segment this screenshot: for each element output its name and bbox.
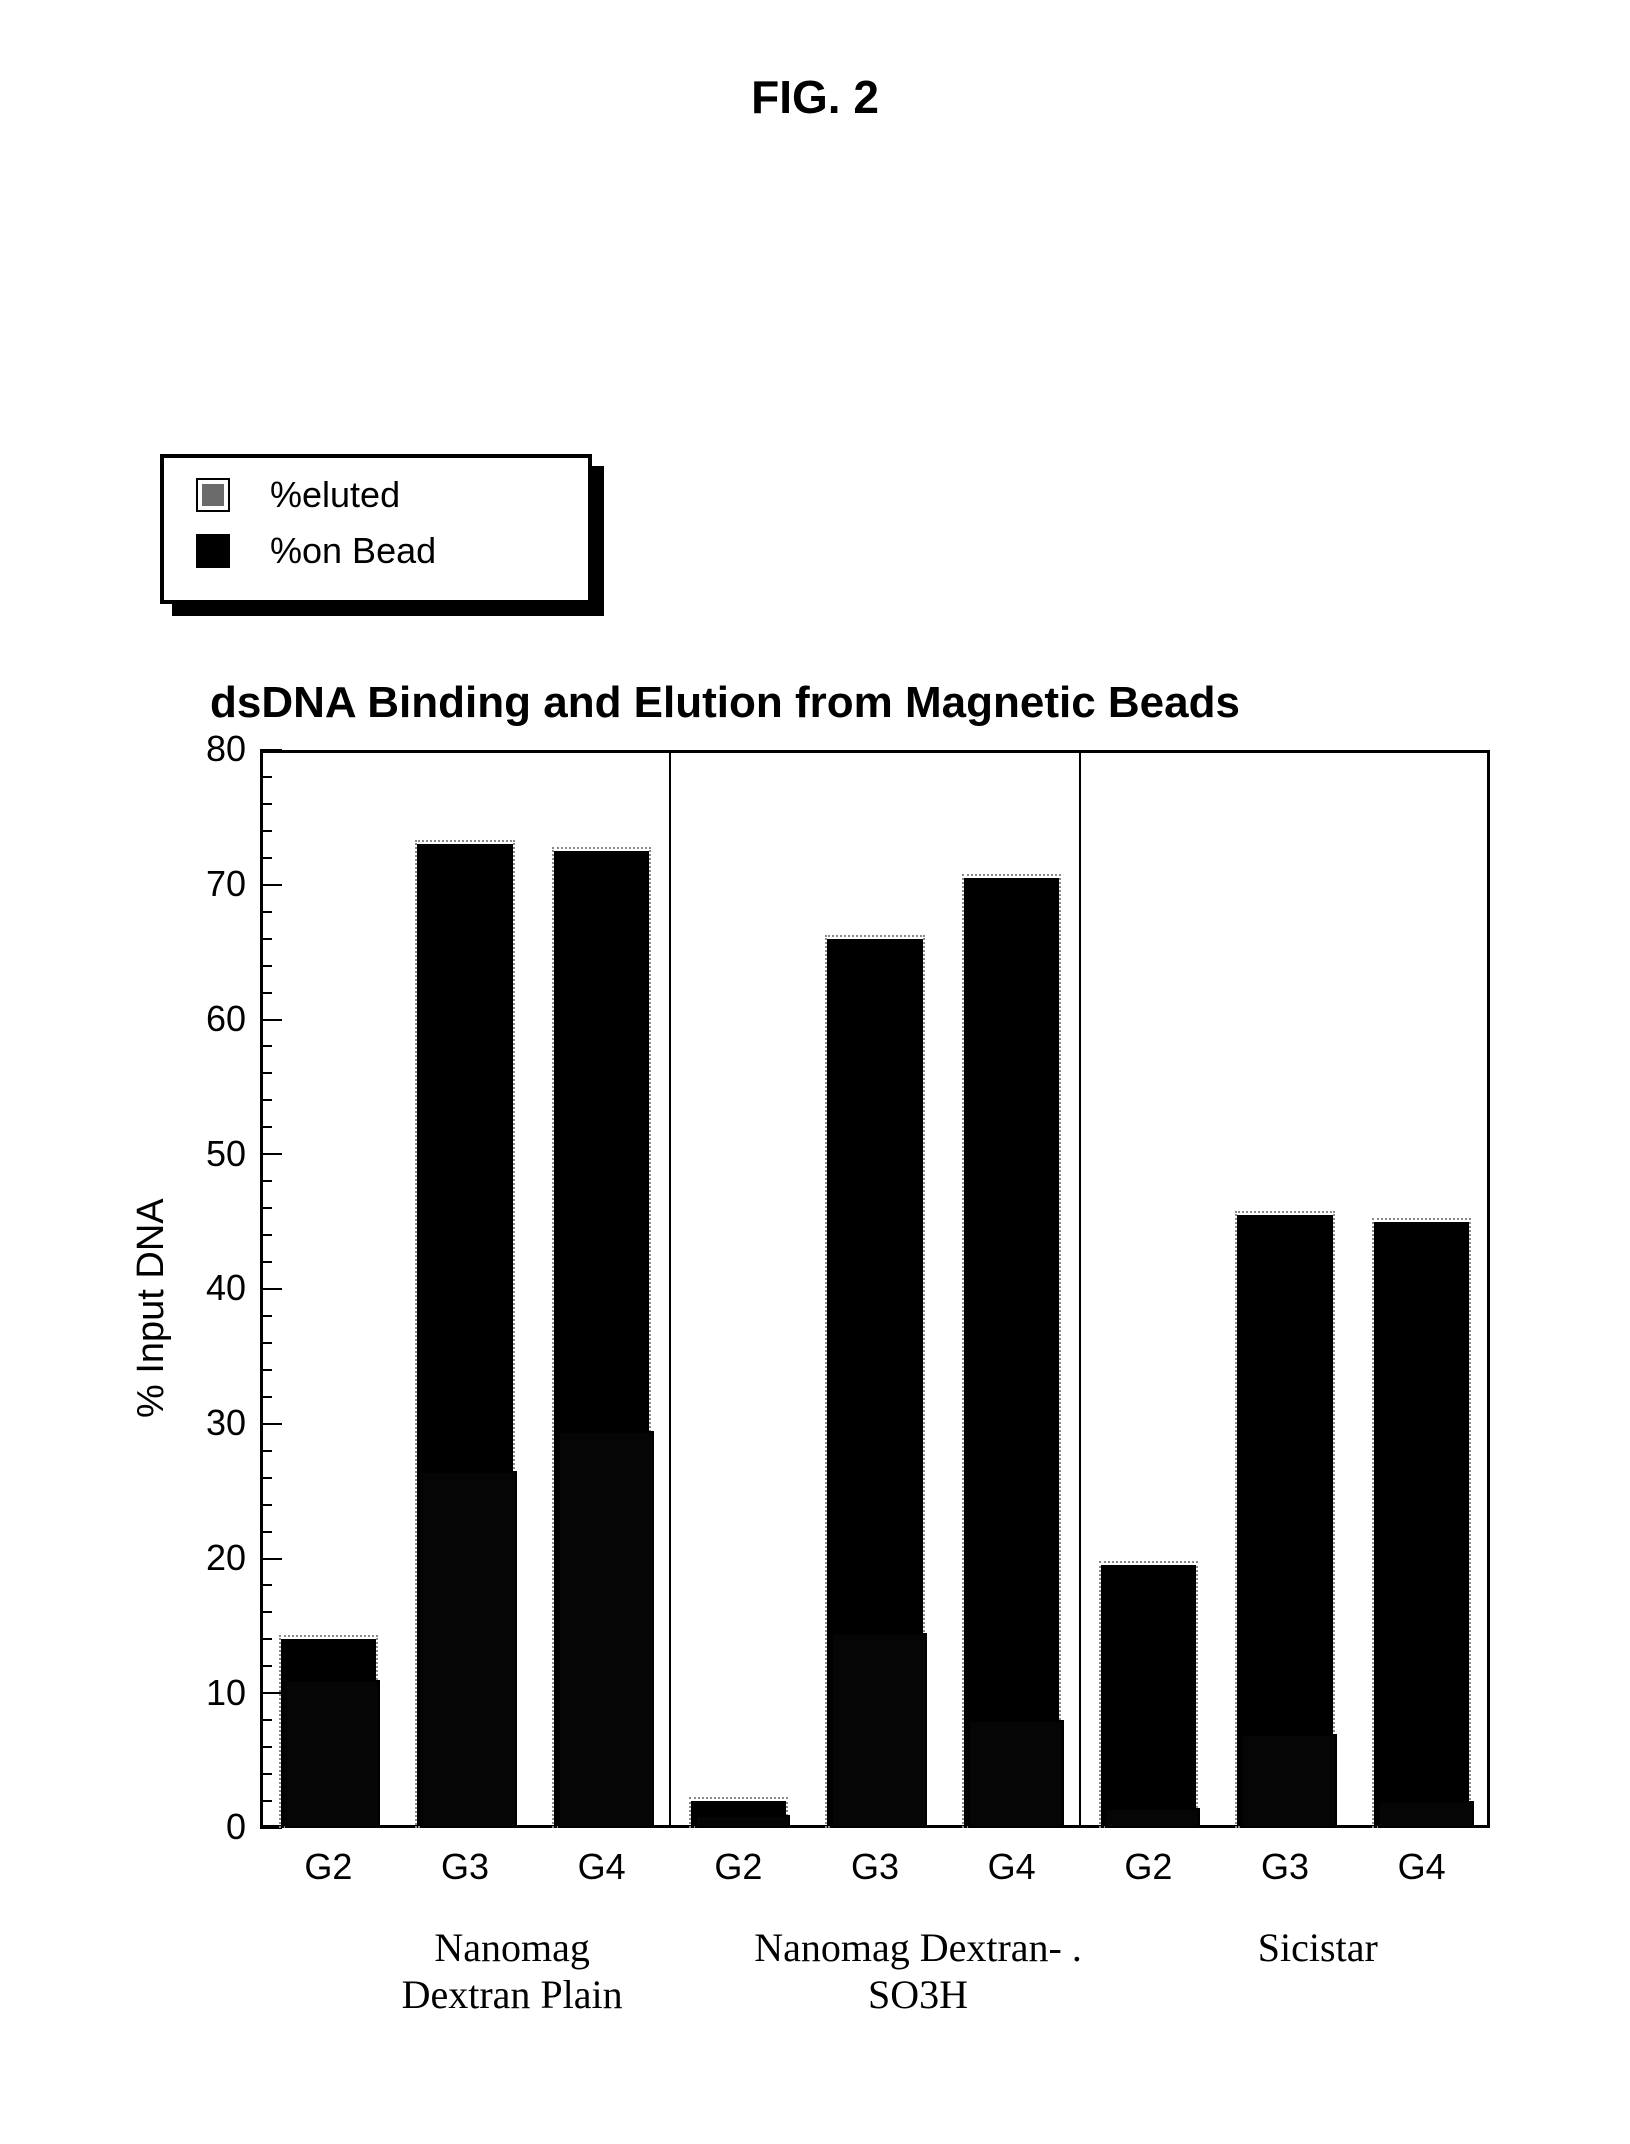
x-tick-label: G4 xyxy=(1353,1846,1490,1888)
y-tick-label: 40 xyxy=(90,1267,246,1309)
bar-eluted xyxy=(964,878,1060,1828)
y-tick-minor xyxy=(260,992,272,994)
y-tick-major xyxy=(260,1558,282,1560)
chart-title: dsDNA Binding and Elution from Magnetic … xyxy=(210,678,1240,728)
y-tick-minor xyxy=(260,938,272,940)
y-tick-major xyxy=(260,1019,282,1021)
legend-row: %eluted xyxy=(196,474,400,516)
y-tick-minor xyxy=(260,830,272,832)
y-tick-label: 50 xyxy=(90,1133,246,1175)
group-label: Nanomag Dextran Plain xyxy=(309,1924,715,2018)
x-tick-label: G4 xyxy=(943,1846,1080,1888)
y-tick-minor xyxy=(260,911,272,913)
bar-onbead xyxy=(558,1431,654,1829)
y-tick-minor xyxy=(260,1477,272,1479)
y-tick-label: 20 xyxy=(90,1537,246,1579)
y-tick-minor xyxy=(260,776,272,778)
y-tick-label: 0 xyxy=(90,1806,246,1848)
legend-row: %on Bead xyxy=(196,530,436,572)
x-tick-label: G2 xyxy=(260,1846,397,1888)
bar-onbead xyxy=(1105,1808,1201,1828)
y-tick-minor xyxy=(260,1315,272,1317)
y-tick-minor xyxy=(260,1261,272,1263)
bar-onbead xyxy=(968,1720,1064,1828)
y-tick-minor xyxy=(260,1045,272,1047)
bar-eluted xyxy=(1374,1222,1470,1828)
y-tick-minor xyxy=(260,1531,272,1533)
y-tick-minor xyxy=(260,1611,272,1613)
bar-eluted xyxy=(1101,1565,1197,1828)
y-tick-minor xyxy=(260,1072,272,1074)
x-tick-label: G3 xyxy=(397,1846,534,1888)
y-tick-minor xyxy=(260,1126,272,1128)
y-tick-minor xyxy=(260,1773,272,1775)
y-tick-minor xyxy=(260,1234,272,1236)
y-tick-label: 30 xyxy=(90,1402,246,1444)
y-tick-minor xyxy=(260,803,272,805)
y-tick-minor xyxy=(260,1099,272,1101)
bar-onbead xyxy=(695,1815,791,1828)
y-tick-minor xyxy=(260,1207,272,1209)
gridline-vertical xyxy=(1079,750,1081,1828)
y-tick-major xyxy=(260,1153,282,1155)
x-tick-label: G4 xyxy=(533,1846,670,1888)
legend-label: %on Bead xyxy=(270,530,436,572)
y-tick-major xyxy=(260,1288,282,1290)
y-tick-major xyxy=(260,1827,282,1829)
group-label: Nanomag Dextran- . SO3H xyxy=(697,1924,1140,2018)
y-tick-minor xyxy=(260,1504,272,1506)
bar-onbead xyxy=(1241,1734,1337,1828)
figure-label: FIG. 2 xyxy=(0,70,1630,124)
gridline-vertical xyxy=(669,750,671,1828)
y-tick-minor xyxy=(260,1396,272,1398)
y-tick-minor xyxy=(260,1638,272,1640)
y-tick-minor xyxy=(260,1584,272,1586)
bar-onbead xyxy=(421,1471,517,1828)
plot-wrap: % Input DNA 01020304050607080G2G3G4G2G3G… xyxy=(90,740,1510,1920)
y-tick-label: 80 xyxy=(90,728,246,770)
y-tick-major xyxy=(260,1423,282,1425)
legend-swatch xyxy=(196,534,230,568)
y-tick-minor xyxy=(260,1800,272,1802)
y-tick-minor xyxy=(260,1342,272,1344)
y-tick-label: 60 xyxy=(90,998,246,1040)
page: FIG. 2 dsDNA Binding and Elution from Ma… xyxy=(0,0,1630,2144)
y-tick-minor xyxy=(260,1665,272,1667)
y-tick-label: 10 xyxy=(90,1672,246,1714)
y-tick-label: 70 xyxy=(90,863,246,905)
x-tick-label: G2 xyxy=(1080,1846,1217,1888)
y-tick-major xyxy=(260,1692,282,1694)
y-tick-minor xyxy=(260,1180,272,1182)
x-tick-label: G2 xyxy=(670,1846,807,1888)
y-tick-minor xyxy=(260,1369,272,1371)
y-tick-minor xyxy=(260,965,272,967)
x-tick-label: G3 xyxy=(807,1846,944,1888)
x-tick-label: G3 xyxy=(1217,1846,1354,1888)
bar-onbead xyxy=(285,1680,381,1828)
y-tick-major xyxy=(260,884,282,886)
y-tick-minor xyxy=(260,1450,272,1452)
legend-swatch xyxy=(196,478,230,512)
y-tick-minor xyxy=(260,857,272,859)
y-tick-minor xyxy=(260,1719,272,1721)
group-label: Sicistar xyxy=(1146,1924,1490,1971)
bar-onbead xyxy=(1378,1801,1474,1828)
y-tick-major xyxy=(260,749,282,751)
legend-label: %eluted xyxy=(270,474,400,516)
bar-onbead xyxy=(831,1633,927,1828)
y-tick-minor xyxy=(260,1746,272,1748)
